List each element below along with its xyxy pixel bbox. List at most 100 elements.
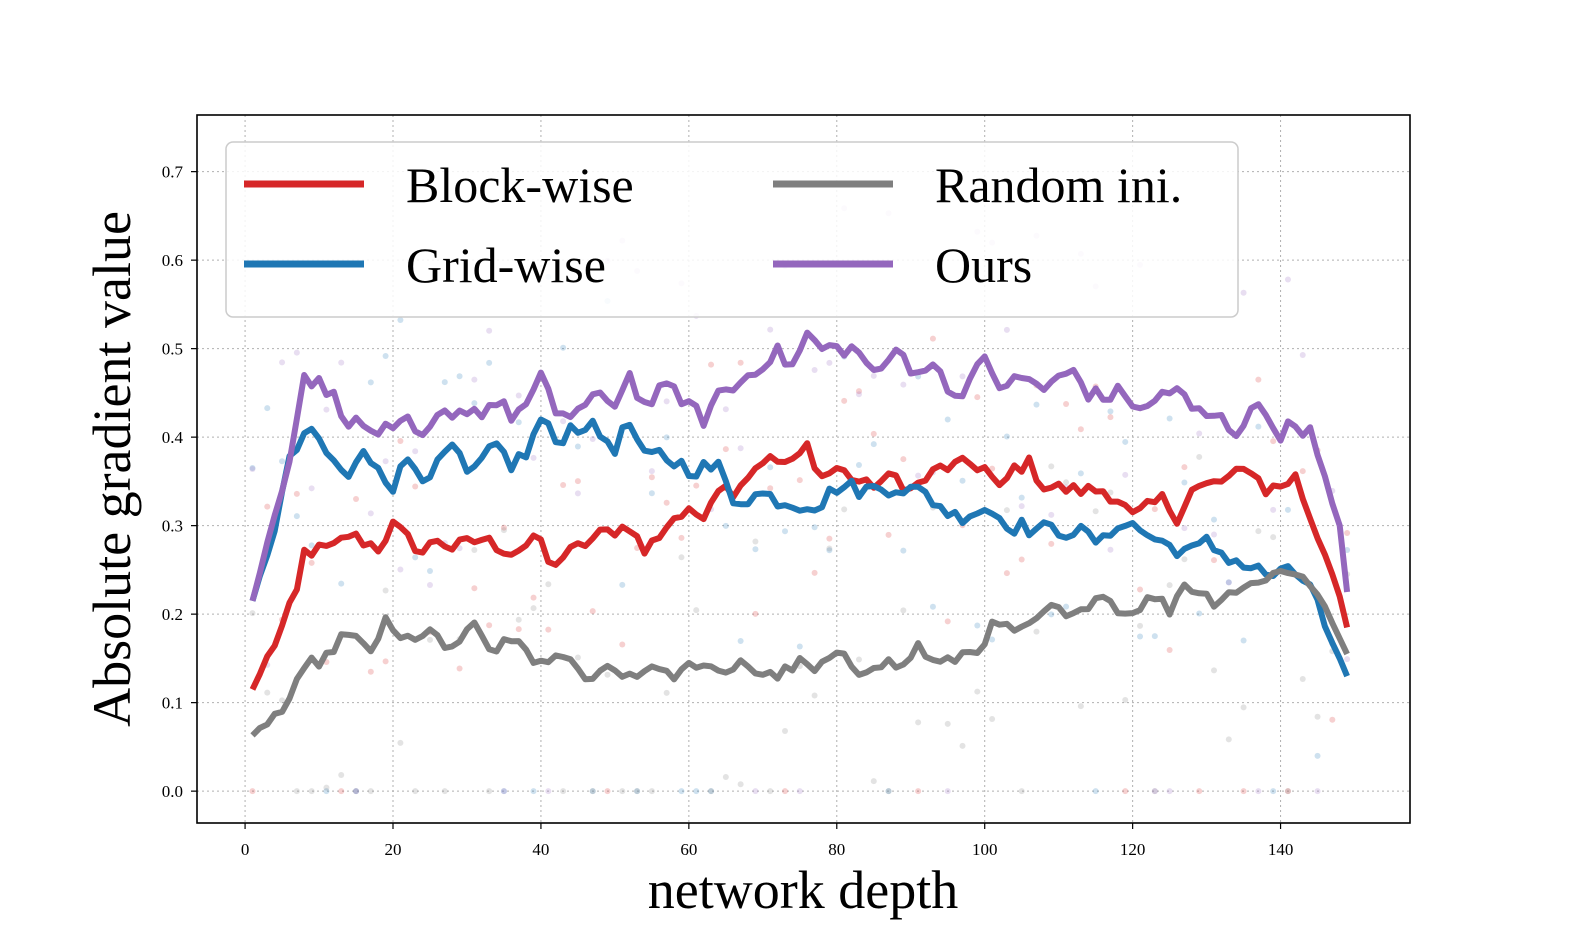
scatter-point (441, 788, 448, 795)
scatter-point (338, 580, 345, 587)
scatter-point (737, 445, 744, 452)
scatter-point (353, 788, 360, 795)
scatter-point (1299, 468, 1306, 475)
scatter-point (974, 394, 981, 401)
scatter-point (382, 458, 389, 465)
scatter-point (456, 665, 463, 672)
scatter-point (900, 547, 907, 554)
scatter-point (796, 477, 803, 484)
scatter-point (441, 379, 448, 386)
scatter-point (1314, 713, 1321, 720)
scatter-point (574, 443, 581, 450)
scatter-point (944, 416, 951, 423)
scatter-point (471, 376, 478, 383)
scatter-point (855, 462, 862, 469)
scatter-point (885, 531, 892, 538)
scatter-point (1344, 530, 1351, 537)
scatter-point (737, 359, 744, 366)
scatter-point (663, 434, 670, 441)
x-tick-label: 140 (1268, 840, 1294, 859)
scatter-point (308, 788, 315, 795)
scatter-point (545, 581, 552, 588)
scatter-point (1255, 528, 1262, 535)
scatter-point (412, 483, 419, 490)
scatter-point (412, 788, 419, 795)
scatter-point (486, 327, 493, 334)
scatter-point (500, 788, 507, 795)
scatter-point (1018, 556, 1025, 563)
scatter-point (1299, 351, 1306, 358)
scatter-point (782, 528, 789, 535)
scatter-point (1048, 611, 1055, 618)
scatter-point (308, 542, 315, 549)
y-tick-label: 0.0 (162, 782, 183, 801)
scatter-point (279, 697, 286, 704)
scatter-point (1151, 788, 1158, 795)
scatter-point (663, 398, 670, 405)
y-tick-label: 0.6 (162, 251, 183, 270)
scatter-point (855, 388, 862, 395)
scatter-point (841, 506, 848, 513)
scatter-point (929, 603, 936, 610)
scatter-point (767, 326, 774, 333)
scatter-point (1151, 788, 1158, 795)
scatter-point (397, 566, 404, 573)
x-tick-label: 120 (1120, 840, 1146, 859)
scatter-point (397, 438, 404, 445)
scatter-point (752, 538, 759, 545)
scatter-point (293, 349, 300, 356)
scatter-point (1255, 376, 1262, 383)
scatter-point (397, 739, 404, 746)
scatter-point (353, 788, 360, 795)
scatter-point (486, 359, 493, 366)
scatter-point (471, 547, 478, 554)
scatter-point (826, 359, 833, 366)
scatter-point (737, 781, 744, 788)
scatter-point (663, 689, 670, 696)
scatter-point (826, 545, 833, 552)
series-line-ours (249, 329, 1351, 602)
scatter-point (471, 400, 478, 407)
scatter-point (500, 788, 507, 795)
scatter-point (826, 535, 833, 542)
scatter-point (1181, 556, 1188, 563)
scatter-point (1077, 470, 1084, 477)
scatter-point (1240, 289, 1247, 296)
scatter-point (323, 784, 330, 791)
scatter-point (264, 405, 271, 412)
scatter-point (708, 788, 715, 795)
scatter-point (989, 636, 996, 643)
scatter-point (885, 788, 892, 795)
scatter-point (811, 524, 818, 531)
scatter-point (1003, 433, 1010, 440)
scatter-point (1196, 788, 1203, 795)
scatter-point (1225, 579, 1232, 586)
scatter-point (678, 554, 685, 561)
y-tick-label: 0.3 (162, 517, 183, 536)
scatter-point (782, 788, 789, 795)
scatter-point (338, 359, 345, 366)
scatter-point (338, 771, 345, 778)
y-tick-label: 0.5 (162, 340, 183, 359)
x-tick-label: 80 (828, 840, 845, 859)
scatter-point (915, 472, 922, 479)
scatter-point (1107, 408, 1114, 415)
scatter-point (486, 788, 493, 795)
scatter-point (545, 788, 552, 795)
scatter-point (1048, 511, 1055, 518)
scatter-point (1270, 438, 1277, 445)
scatter-point (589, 788, 596, 795)
scatter-point (900, 607, 907, 614)
scatter-point (1314, 752, 1321, 759)
scatter-point (515, 392, 522, 399)
scatter-point (574, 478, 581, 485)
scatter-point (989, 716, 996, 723)
scatter-point (1033, 401, 1040, 408)
scatter-point (515, 419, 522, 426)
scatter-point (1122, 697, 1129, 704)
scatter-point (900, 456, 907, 463)
scatter-point (1210, 667, 1217, 674)
scatter-point (1166, 415, 1173, 422)
scatter-point (367, 668, 374, 675)
legend-label: Random ini. (935, 157, 1182, 213)
